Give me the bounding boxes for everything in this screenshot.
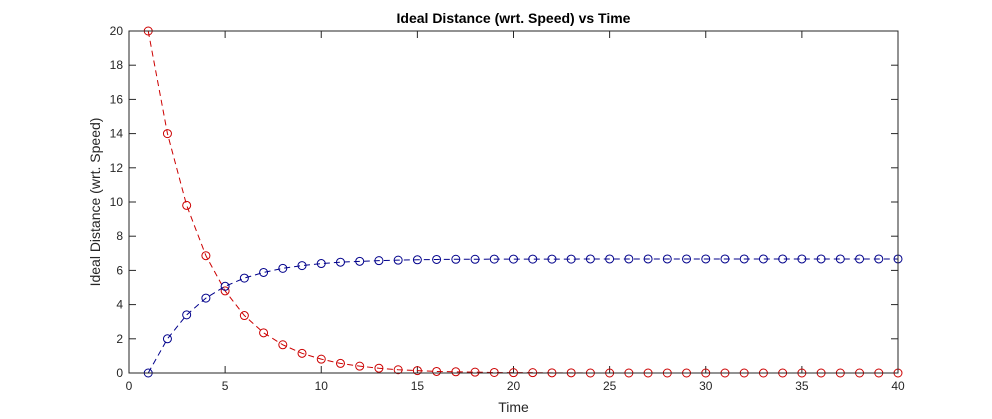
x-tick-label: 15 (411, 379, 425, 393)
series-2-point (220, 281, 230, 291)
series-2-point (528, 254, 538, 264)
series-2-point (335, 257, 345, 267)
axes-frame (128, 30, 899, 374)
series-1-point (412, 366, 422, 376)
series-2-point (682, 254, 692, 264)
series-layer (143, 26, 903, 378)
series-1-point (239, 311, 249, 321)
series-2-point (624, 254, 634, 264)
y-tick-label: 4 (116, 298, 123, 312)
series-2-point (547, 254, 557, 264)
series-2-point (239, 273, 249, 283)
series-2-point (182, 310, 192, 320)
series-1-point (278, 340, 288, 350)
series-2-point (355, 256, 365, 266)
x-tick-label: 0 (126, 379, 133, 393)
series-1-point (470, 367, 480, 377)
y-tick-label: 18 (110, 58, 124, 72)
series-1-point (374, 363, 384, 373)
series-2-point (432, 254, 442, 264)
y-tick-label: 8 (116, 229, 123, 243)
series-1-line (147, 30, 898, 374)
series-1-point (393, 365, 403, 375)
series-2-point (778, 254, 788, 264)
x-tick-label: 20 (507, 379, 521, 393)
series-2-point (797, 254, 807, 264)
series-2 (143, 254, 903, 378)
series-1-point (451, 367, 461, 377)
series-2-point (701, 254, 711, 264)
series-2-point (662, 254, 672, 264)
y-axis-title: Ideal Distance (wrt. Speed) (87, 118, 103, 287)
series-2-point (451, 254, 461, 264)
y-tick-label: 14 (110, 127, 124, 141)
series-2-point (643, 254, 653, 264)
series-1-point (297, 348, 307, 358)
series-2-point (816, 254, 826, 264)
series-2-point (739, 254, 749, 264)
series-2-point (393, 255, 403, 265)
series-2-point (412, 255, 422, 265)
series-1-point (355, 361, 365, 371)
series-1-point (162, 129, 172, 139)
x-tick-label: 30 (699, 379, 713, 393)
series-1-point (316, 354, 326, 364)
series-2-point (162, 334, 172, 344)
series-2-point (605, 254, 615, 264)
x-axis-title: Time (498, 399, 529, 415)
chart-title: Ideal Distance (wrt. Speed) vs Time (397, 10, 631, 26)
series-1-point (259, 328, 269, 338)
series-2-point (297, 261, 307, 271)
series-2-point (489, 254, 499, 264)
x-tick-label: 35 (795, 379, 809, 393)
series-2-point (509, 254, 518, 264)
series-1-point (182, 200, 192, 210)
series-2-point (374, 256, 384, 266)
x-tick-labels: 0 5 10 15 20 25 30 35 40 (126, 379, 905, 393)
series-2-point (278, 263, 288, 273)
series-2-point (201, 293, 211, 303)
series-2-point (874, 254, 884, 264)
x-tick-label: 5 (222, 379, 229, 393)
y-tick-label: 0 (116, 366, 123, 380)
series-2-point (855, 254, 865, 264)
y-tick-label: 6 (116, 263, 123, 277)
y-tick-labels: 0 2 4 6 8 10 12 14 16 18 20 (110, 24, 124, 380)
series-2-point (259, 267, 269, 277)
y-tick-label: 10 (110, 195, 124, 209)
series-2-point (720, 254, 730, 264)
x-tick-label: 10 (315, 379, 329, 393)
series-2-point (758, 254, 768, 264)
x-tick-label: 25 (603, 379, 617, 393)
x-tick-label: 40 (891, 379, 905, 393)
series-2-point (835, 254, 845, 264)
y-tick-label: 12 (110, 161, 124, 175)
series-2-point (566, 254, 576, 264)
series-1-point (489, 367, 499, 377)
series-1-point (432, 366, 442, 376)
y-tick-label: 20 (110, 24, 124, 38)
series-1-point (201, 251, 211, 261)
series-1-point (220, 286, 230, 296)
series-1-point (335, 358, 345, 368)
y-tick-label: 2 (116, 332, 123, 346)
y-tick-label: 16 (110, 92, 124, 106)
series-2-point (585, 254, 595, 264)
series-2-point (470, 254, 480, 264)
series-2-point (316, 259, 326, 269)
axes-background (129, 31, 898, 373)
